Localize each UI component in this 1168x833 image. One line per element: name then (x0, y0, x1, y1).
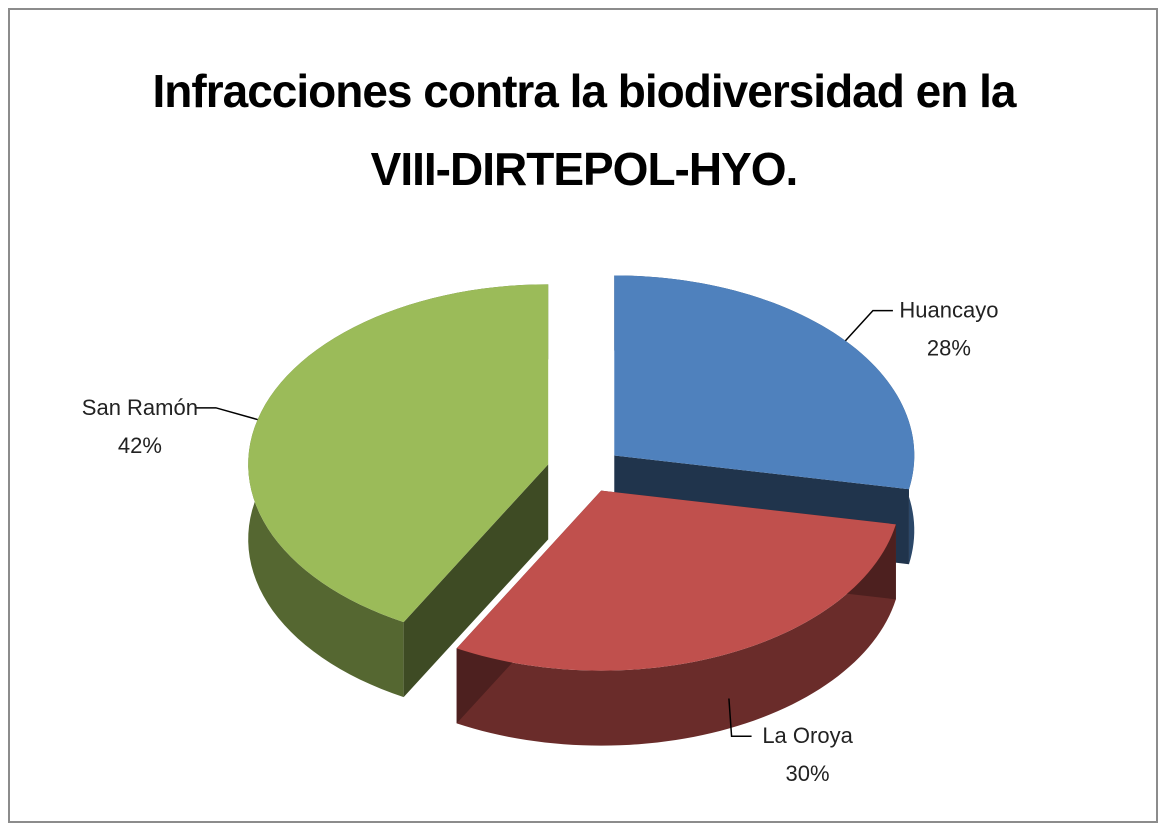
slice-top (614, 275, 915, 490)
slice-value-label: 28% (927, 336, 971, 361)
slice-wall (403, 464, 549, 698)
slice-label: Huancayo (899, 298, 998, 323)
slice-label: La Oroya (762, 723, 853, 748)
slice-label: San Ramón (82, 395, 198, 420)
leader-line (195, 407, 258, 421)
slice-value-label: 42% (118, 433, 162, 458)
slice-top (456, 490, 896, 671)
leader-line (728, 698, 752, 737)
slice-side (456, 524, 896, 746)
slice-top (248, 284, 549, 623)
slice-value-label: 30% (786, 761, 830, 786)
pie-slice (248, 284, 549, 698)
pie-slice (456, 490, 896, 746)
chart-title: Infracciones contra la biodiversidad en … (152, 65, 1017, 195)
leader-line (844, 309, 893, 342)
